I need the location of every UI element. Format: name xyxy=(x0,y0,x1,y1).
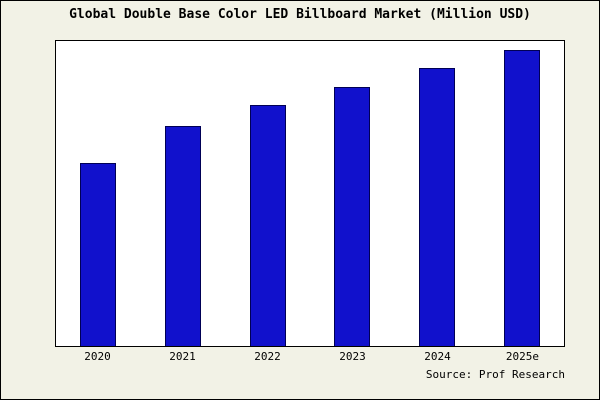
bar-slot-2021 xyxy=(141,41,226,346)
chart-title: Global Double Base Color LED Billboard M… xyxy=(69,7,531,22)
plot-area xyxy=(55,40,565,347)
bar-2025e xyxy=(503,50,540,346)
bar-slot-2024 xyxy=(395,41,480,346)
bar-2022 xyxy=(249,105,286,346)
x-label-2022: 2022 xyxy=(254,350,281,363)
x-label-2020: 2020 xyxy=(84,350,111,363)
bar-2023 xyxy=(334,86,371,346)
x-label-2021: 2021 xyxy=(169,350,196,363)
x-label-2024: 2024 xyxy=(424,350,451,363)
bar-slot-2025e xyxy=(479,41,564,346)
x-axis-labels: 2020 2021 2022 2023 2024 2025e xyxy=(55,350,565,363)
bar-slot-2020 xyxy=(56,41,141,346)
bar-slot-2023 xyxy=(310,41,395,346)
bar-2020 xyxy=(80,163,117,346)
x-label-2023: 2023 xyxy=(339,350,366,363)
x-label-2025e: 2025e xyxy=(505,350,540,363)
source-text: Source: Prof Research xyxy=(425,368,565,381)
bar-slot-2022 xyxy=(225,41,310,346)
bar-2024 xyxy=(418,68,455,346)
bar-2021 xyxy=(164,126,201,346)
